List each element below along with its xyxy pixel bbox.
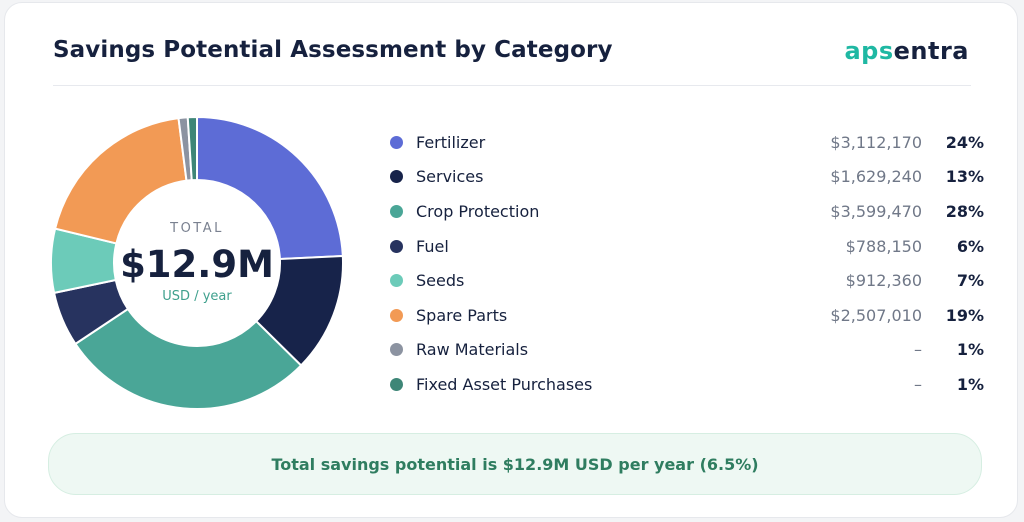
legend-item: Spare Parts $2,507,010 19% <box>388 298 984 333</box>
legend-percent: 13% <box>945 167 984 187</box>
legend-label: Fixed Asset Purchases <box>416 374 593 394</box>
legend-item: Crop Protection $3,599,470 28% <box>388 194 984 229</box>
donut-center-unit: USD / year <box>162 289 232 304</box>
legend-amount: – <box>914 374 922 394</box>
legend-item: Services $1,629,240 13% <box>388 160 984 195</box>
legend-swatch <box>390 308 403 322</box>
legend-amount: $3,599,470 <box>830 201 922 221</box>
donut-chart: TOTAL $12.9M USD / year <box>50 116 344 410</box>
legend-item: Seeds $912,360 7% <box>388 263 984 298</box>
legend-item: Fixed Asset Purchases – 1% <box>388 367 984 402</box>
savings-card: Savings Potential Assessment by Category… <box>4 2 1018 518</box>
brand-logo: apsentra <box>844 37 969 65</box>
legend-label: Spare Parts <box>416 305 508 325</box>
legend-label: Fertilizer <box>416 132 486 152</box>
legend-percent: 24% <box>945 132 984 152</box>
legend-swatch <box>390 377 403 391</box>
donut-slice-spare-parts <box>53 117 188 245</box>
legend-swatch <box>390 239 403 253</box>
donut-center-value: $12.9M <box>120 243 274 286</box>
legend-amount: $3,112,170 <box>830 132 922 152</box>
legend-amount: $2,507,010 <box>830 305 922 325</box>
page-title: Savings Potential Assessment by Category <box>53 37 613 63</box>
legend-label: Services <box>416 167 484 187</box>
legend-percent: 28% <box>945 201 984 221</box>
donut-slice-fertilizer <box>196 116 344 261</box>
legend-percent: 1% <box>956 340 984 360</box>
legend-amount: – <box>914 340 922 360</box>
legend-swatch <box>390 274 403 288</box>
legend-item: Fertilizer $3,112,170 24% <box>388 125 984 160</box>
donut-center-label: TOTAL <box>169 221 224 236</box>
legend-label: Seeds <box>416 271 465 291</box>
legend-amount: $912,360 <box>845 271 922 291</box>
legend-swatch <box>390 204 403 218</box>
logo-text-entra: entra <box>893 37 969 65</box>
legend-swatch <box>390 343 403 357</box>
legend-item: Fuel $788,150 6% <box>388 229 984 264</box>
legend-swatch <box>390 170 403 184</box>
legend: Fertilizer $3,112,170 24% Services $1,629,24… <box>388 125 984 402</box>
legend-percent: 6% <box>956 236 984 256</box>
legend-label: Raw Materials <box>416 340 529 360</box>
legend-percent: 19% <box>945 305 984 325</box>
header-divider <box>53 85 971 86</box>
donut-slice-crop-protection <box>74 307 303 410</box>
legend-percent: 1% <box>956 374 984 394</box>
summary-banner: Total savings potential is $12.9M USD pe… <box>48 433 982 495</box>
donut-slice-fixed-asset-purchases <box>186 116 198 182</box>
legend-amount: $788,150 <box>845 236 922 256</box>
legend-item: Raw Materials – 1% <box>388 333 984 368</box>
legend-label: Fuel <box>416 236 449 256</box>
legend-percent: 7% <box>956 271 984 291</box>
legend-label: Crop Protection <box>416 201 540 221</box>
legend-swatch <box>390 135 403 149</box>
summary-text: Total savings potential is $12.9M USD pe… <box>271 454 759 474</box>
logo-text-aps: aps <box>844 37 894 65</box>
legend-amount: $1,629,240 <box>830 167 922 187</box>
